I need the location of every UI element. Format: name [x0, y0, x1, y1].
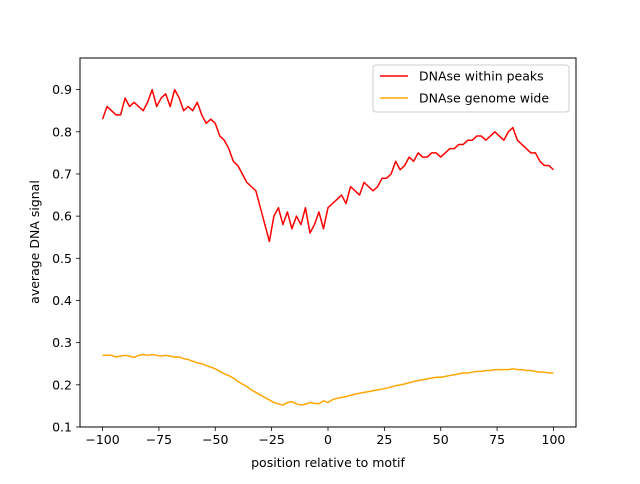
- x-tick-label: −100: [85, 432, 119, 447]
- y-tick-label: 0.2: [52, 377, 72, 392]
- series-line-genome-wide: [102, 353, 554, 406]
- y-tick-label: 0.7: [52, 166, 72, 181]
- x-tick-label: 0: [324, 432, 332, 447]
- y-tick-label: 0.1: [52, 420, 72, 435]
- x-tick-label: 25: [376, 432, 392, 447]
- x-tick-label: 100: [542, 432, 566, 447]
- y-tick-label: 0.3: [52, 335, 72, 350]
- legend-label-within-peaks: DNAse within peaks: [419, 69, 544, 84]
- x-axis-title: position relative to motif: [251, 455, 405, 470]
- y-tick-label: 0.5: [52, 251, 72, 266]
- y-tick-label: 0.9: [52, 82, 72, 97]
- x-tick-label: 75: [489, 432, 505, 447]
- y-axis-title: average DNA signal: [27, 180, 42, 304]
- x-tick-label: −75: [146, 432, 172, 447]
- y-tick-label: 0.6: [52, 209, 72, 224]
- x-tick-label: −25: [258, 432, 284, 447]
- y-tick-label: 0.8: [52, 124, 72, 139]
- x-tick-label: 50: [433, 432, 449, 447]
- legend-box: [372, 64, 570, 113]
- legend-label-genome-wide: DNAse genome wide: [419, 91, 549, 106]
- series-line-within-peaks: [101, 88, 554, 243]
- y-tick-label: 0.4: [52, 293, 72, 308]
- y-axis-ticks: 0.1 0.2 0.3 0.4 0.5 0.6 0.7 0.8 0.9: [52, 82, 80, 435]
- x-tick-label: −50: [202, 432, 228, 447]
- x-axis-ticks: −100 −75 −50 −25 0 25 50 75 100: [85, 427, 565, 447]
- legend: DNAse within peaks DNAse genome wide: [372, 64, 570, 113]
- series-layer: [101, 88, 554, 406]
